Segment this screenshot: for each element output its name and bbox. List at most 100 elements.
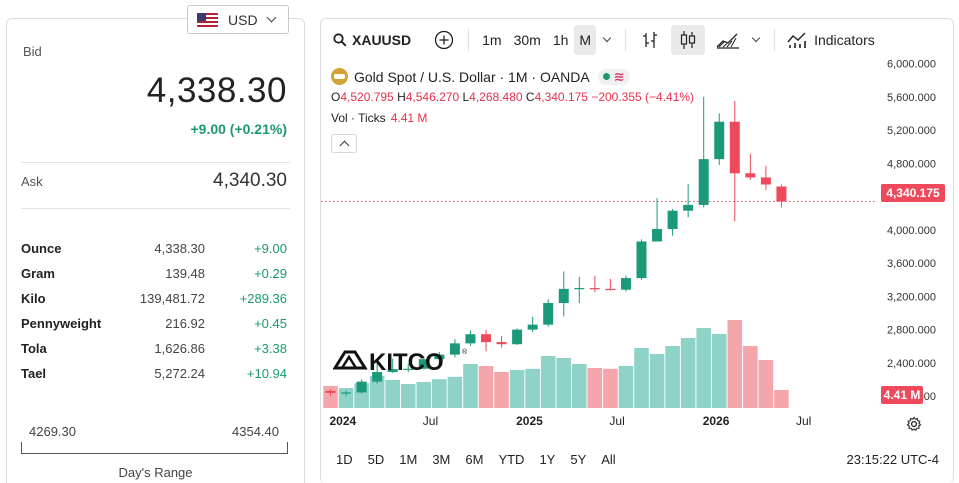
legend-title: Gold Spot / U.S. Dollar · 1M · OANDA xyxy=(354,68,590,85)
change-value: −200.355 (−4.41%) xyxy=(591,90,695,104)
ohlc-key: O xyxy=(331,90,341,104)
svg-text:®: ® xyxy=(462,348,468,356)
candle-body xyxy=(574,288,585,290)
low-value: 4,268.480 xyxy=(469,90,523,104)
chevron-down-icon xyxy=(751,33,761,42)
chart-legend-title: Gold Spot / U.S. Dollar · 1M · OANDA ≋ xyxy=(331,68,630,85)
area-style-button[interactable] xyxy=(711,25,745,55)
range-5y-button[interactable]: 5Y xyxy=(570,451,587,467)
time-axis[interactable]: 2024 Jul 2025 Jul 2026 Jul xyxy=(330,414,812,428)
chart-panel: XAUUSD 1m 30m 1h M xyxy=(320,18,954,483)
current-volume-tag: 4.41 M xyxy=(881,386,923,404)
price-chart[interactable]: 6,000.0005,600.0005,200.0004,800.0004,40… xyxy=(321,57,955,447)
range-1y-button[interactable]: 1Y xyxy=(539,451,556,467)
open-value: 4,520.795 xyxy=(340,90,394,104)
time-tick-label: 2024 xyxy=(330,414,357,428)
chevron-down-icon xyxy=(266,12,277,23)
bid-price: 4,338.30 xyxy=(146,71,287,110)
candle-body xyxy=(620,278,631,290)
bid-label: Bid xyxy=(23,44,42,59)
symbol-label: XAUUSD xyxy=(352,31,412,48)
volume-legend: Vol · Ticks 4.41 M xyxy=(331,111,427,125)
volume-bar xyxy=(385,380,400,408)
price-tick-label: 5,600.000 xyxy=(887,92,936,104)
candle-body xyxy=(372,372,383,382)
price-tick-label: 2,400.000 xyxy=(887,358,936,370)
volume-bar xyxy=(540,356,556,408)
unit-name: Tola xyxy=(21,341,47,356)
price-tick-label: 6,000.000 xyxy=(887,58,936,70)
price-tick-label: 4,000.000 xyxy=(887,225,936,237)
chart-type-dropdown[interactable] xyxy=(745,25,767,55)
volume-bar xyxy=(711,334,727,408)
candle-body xyxy=(729,121,740,174)
ohlc-key: C xyxy=(525,90,535,104)
bar-style-button[interactable] xyxy=(633,25,667,55)
bid-change: +9.00 (+0.21%) xyxy=(190,121,287,137)
unit-name: Ounce xyxy=(21,241,62,256)
unit-row: Tael 5,272.24 +10.94 xyxy=(21,361,287,386)
price-axis[interactable]: 6,000.0005,600.0005,200.0004,800.0004,40… xyxy=(887,58,936,403)
timeframe-1h[interactable]: 1h xyxy=(552,31,569,48)
range-5d-button[interactable]: 5D xyxy=(367,451,385,467)
candle-body xyxy=(496,342,507,345)
collapse-legend-button[interactable] xyxy=(331,134,357,153)
price-tick-label: 3,600.000 xyxy=(887,258,936,270)
volume-bar xyxy=(603,368,618,408)
volume-bar xyxy=(758,360,774,408)
volume-value: 4.41 M xyxy=(390,111,428,125)
range-3m-button[interactable]: 3M xyxy=(432,451,451,467)
plus-circle-icon xyxy=(434,30,454,49)
time-tick-label: Jul xyxy=(796,414,811,428)
timeframe-30m[interactable]: 30m xyxy=(513,31,541,48)
oanda-logo-icon xyxy=(331,68,348,85)
price-tick-label: 2,800.000 xyxy=(887,325,936,337)
unit-row: Tola 1,626.86 +3.38 xyxy=(21,336,287,361)
unit-value: 139.48 xyxy=(165,266,205,281)
chevron-down-icon xyxy=(602,33,612,42)
market-status-pill[interactable]: ≋ xyxy=(597,68,630,85)
volume-bar xyxy=(587,368,603,408)
gear-icon[interactable] xyxy=(906,416,922,432)
candle-body xyxy=(605,288,616,291)
ohlc-key: H xyxy=(397,90,406,104)
kitco-logo: KITCO ® xyxy=(333,348,468,374)
divider xyxy=(21,162,290,163)
range-bar: 1D 5D 1M 3M 6M YTD 1Y 5Y All 23:15:22 UT… xyxy=(321,447,953,471)
volume-bar xyxy=(634,348,649,408)
market-open-dot-icon xyxy=(602,73,610,80)
range-1m-button[interactable]: 1M xyxy=(399,451,418,467)
volume-bar xyxy=(509,370,525,408)
timeframe-1m[interactable]: 1m xyxy=(482,31,502,48)
candle-body xyxy=(387,369,398,373)
candle-body xyxy=(776,186,787,202)
time-tick-label: 2026 xyxy=(703,414,730,428)
chart-clock[interactable]: 23:15:22 UTC-4 xyxy=(846,451,940,467)
unit-name: Kilo xyxy=(21,291,46,306)
range-1d-button[interactable]: 1D xyxy=(336,451,353,467)
us-flag-icon xyxy=(197,12,218,27)
area-chart-icon xyxy=(716,33,740,49)
timeframe-dropdown[interactable] xyxy=(596,25,618,55)
candle-body xyxy=(636,241,647,279)
candles-style-button[interactable] xyxy=(671,24,706,55)
candle-body xyxy=(698,159,709,205)
ohlc-legend: O4,520.795 H4,546.270 L4,268.480 C4,340.… xyxy=(331,90,694,104)
currency-select-value: USD xyxy=(228,11,258,28)
indicators-button[interactable]: Indicators xyxy=(782,25,875,55)
timeframe-month[interactable]: M xyxy=(574,24,597,55)
unit-value: 4,338.30 xyxy=(154,241,205,256)
chart-toolbar: XAUUSD 1m 30m 1h M xyxy=(321,19,953,60)
symbol-search[interactable]: XAUUSD xyxy=(333,25,411,55)
days-range-low: 4269.30 xyxy=(29,424,76,439)
days-range-bar xyxy=(21,442,288,454)
unit-row: Ounce 4,338.30 +9.00 xyxy=(21,236,287,261)
range-ytd-button[interactable]: YTD xyxy=(498,451,525,467)
range-all-button[interactable]: All xyxy=(601,451,616,467)
compare-symbol-button[interactable] xyxy=(427,25,461,55)
currency-select[interactable]: USD xyxy=(187,5,289,34)
range-6m-button[interactable]: 6M xyxy=(465,451,484,467)
candle-body xyxy=(527,324,538,330)
unit-value: 216.92 xyxy=(165,316,205,331)
unit-row: Gram 139.48 +0.29 xyxy=(21,261,287,286)
